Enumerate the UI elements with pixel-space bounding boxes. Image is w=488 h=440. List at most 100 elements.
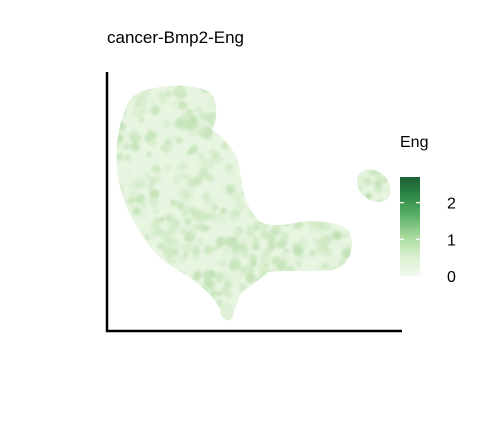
scatter-point <box>174 86 185 97</box>
scatter-point <box>267 287 279 298</box>
scatter-point <box>334 265 341 272</box>
scatter-point <box>260 230 270 240</box>
scatter-point <box>119 246 127 254</box>
scatter-point <box>164 90 172 98</box>
scatter-point <box>259 132 268 141</box>
scatter-point <box>251 117 261 127</box>
scatter-point <box>130 268 139 278</box>
scatter-point <box>166 228 176 237</box>
scatter-point <box>280 232 290 243</box>
scatter-point <box>146 282 156 292</box>
scatter-point <box>219 95 230 106</box>
scatter-point <box>330 98 339 107</box>
scatter-point <box>231 273 242 284</box>
scatter-point <box>311 90 319 99</box>
scatter-point <box>275 241 283 249</box>
scatter-point <box>149 188 160 200</box>
scatter-point <box>305 212 315 222</box>
scatter-point <box>322 222 332 232</box>
scatter-point <box>258 154 268 164</box>
scatter-point <box>165 214 173 222</box>
scatter-point <box>310 299 321 310</box>
scatter-point <box>228 321 233 326</box>
scatter-point <box>357 189 363 198</box>
scatter-point <box>175 136 183 144</box>
scatter-point <box>289 167 300 178</box>
scatter-point <box>345 296 352 307</box>
scatter-point <box>279 190 285 196</box>
scatter-point <box>322 100 329 107</box>
scatter-point <box>326 285 334 293</box>
scatter-point <box>198 285 206 293</box>
scatter-point <box>198 123 209 134</box>
scatter-point <box>265 278 272 284</box>
scatter-point <box>257 94 268 105</box>
scatter-point <box>116 283 120 290</box>
scatter-point <box>213 283 223 293</box>
scatter-point <box>254 294 260 300</box>
scatter-point <box>197 152 204 159</box>
scatter-point <box>340 216 349 226</box>
scatter-point <box>220 207 227 214</box>
scatter-point <box>121 299 131 310</box>
scatter-point <box>126 215 133 222</box>
scatter-point <box>338 239 348 250</box>
scatter-point <box>385 187 391 194</box>
scatter-point <box>305 126 316 137</box>
scatter-point <box>139 310 147 315</box>
scatter-point <box>209 148 217 157</box>
scatter-point <box>272 271 283 281</box>
scatter-point <box>342 188 350 196</box>
scatter-point <box>119 261 129 270</box>
scatter-point <box>308 211 319 222</box>
scatter-point <box>360 172 368 180</box>
scatter-point <box>288 286 300 297</box>
scatter-point <box>346 85 352 93</box>
scatter-point <box>129 281 137 290</box>
scatter-point <box>110 320 116 326</box>
scatter-point <box>316 293 327 304</box>
scatter-point <box>152 282 160 290</box>
scatter-point <box>356 245 363 252</box>
scatter-point <box>295 154 302 160</box>
scatter-point <box>178 318 184 324</box>
scatter-point <box>242 107 250 114</box>
scatter-point <box>234 92 246 103</box>
scatter-point <box>260 291 266 298</box>
scatter-point <box>349 127 352 135</box>
scatter-point <box>304 102 315 113</box>
scatter-point <box>146 258 153 265</box>
scatter-point <box>341 174 347 181</box>
scatter-point <box>153 256 162 265</box>
scatter-point <box>320 276 328 284</box>
scatter-point <box>320 282 330 292</box>
scatter-point <box>228 137 238 147</box>
scatter-point <box>336 295 348 307</box>
scatter-point <box>316 288 327 299</box>
legend-title: Eng <box>400 134 428 151</box>
scatter-point <box>302 305 312 315</box>
scatter-point <box>139 86 150 97</box>
scatter-point <box>193 209 205 221</box>
scatter-point <box>237 265 248 276</box>
scatter-point <box>352 304 361 313</box>
scatter-point <box>148 137 157 147</box>
scatter-point <box>238 115 248 125</box>
scatter-point <box>322 132 329 138</box>
scatter-point <box>233 230 242 239</box>
scatter-point <box>122 261 131 270</box>
scatter-point <box>179 289 187 297</box>
scatter-point <box>321 112 332 122</box>
scatter-point <box>210 294 219 303</box>
scatter-point <box>334 85 345 89</box>
scatter-point <box>258 220 269 231</box>
scatter-point <box>142 95 149 102</box>
scatter-point <box>289 318 295 324</box>
scatter-point <box>317 171 327 181</box>
scatter-point <box>314 165 320 172</box>
scatter-point <box>284 208 292 216</box>
scatter-point <box>322 181 328 187</box>
scatter-point <box>305 102 317 113</box>
scatter-point <box>148 196 159 207</box>
scatter-point <box>255 130 264 138</box>
